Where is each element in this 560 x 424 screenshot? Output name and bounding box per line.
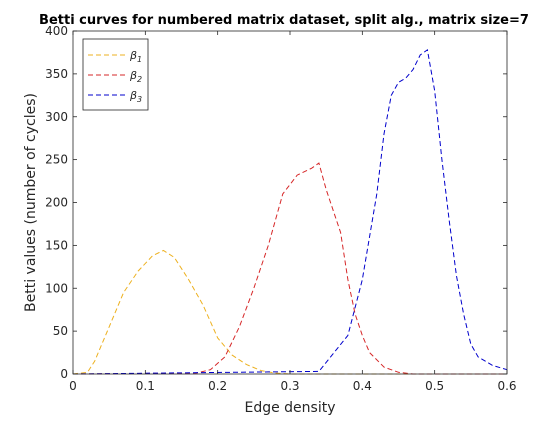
- series-line-2: [72, 162, 507, 375]
- tick-marks: 0 0.1 0.2 0.3 0.4 0.5 0.6 0 50 100 150 200 250 300 350…: [45, 24, 516, 393]
- y-tick-label: 250: [45, 153, 68, 167]
- y-axis-label: Betti values (number of cycles): [23, 93, 39, 312]
- series-line-3: [72, 49, 508, 375]
- y-tick-label: 0: [60, 367, 68, 381]
- x-tick-label: 0.2: [208, 379, 227, 393]
- legend-subscript: 1: [137, 55, 142, 64]
- chart-title: Betti curves for numbered matrix dataset…: [39, 13, 529, 28]
- x-tick-label: 0.5: [425, 379, 444, 393]
- y-tick-label: 100: [45, 281, 68, 295]
- x-tick-label: 0.6: [497, 379, 516, 393]
- y-tick-label: 200: [45, 196, 68, 210]
- x-tick-label: 0.4: [353, 379, 372, 393]
- x-axis-label: Edge density: [244, 400, 335, 416]
- y-tick-label: 350: [45, 67, 68, 81]
- legend-subscript: 2: [137, 75, 142, 84]
- series-line-1: [72, 249, 507, 375]
- y-tick-label: 300: [45, 110, 68, 124]
- legend-box: [82, 38, 149, 111]
- y-tick-label: 400: [45, 24, 68, 38]
- x-tick-label: 0: [69, 379, 77, 393]
- y-tick-label: 150: [45, 238, 68, 252]
- y-tick-label: 50: [53, 324, 68, 338]
- x-tick-label: 0.3: [280, 379, 299, 393]
- series-lines: [72, 49, 508, 375]
- x-tick-label: 0.1: [136, 379, 155, 393]
- legend-subscript: 3: [137, 95, 142, 104]
